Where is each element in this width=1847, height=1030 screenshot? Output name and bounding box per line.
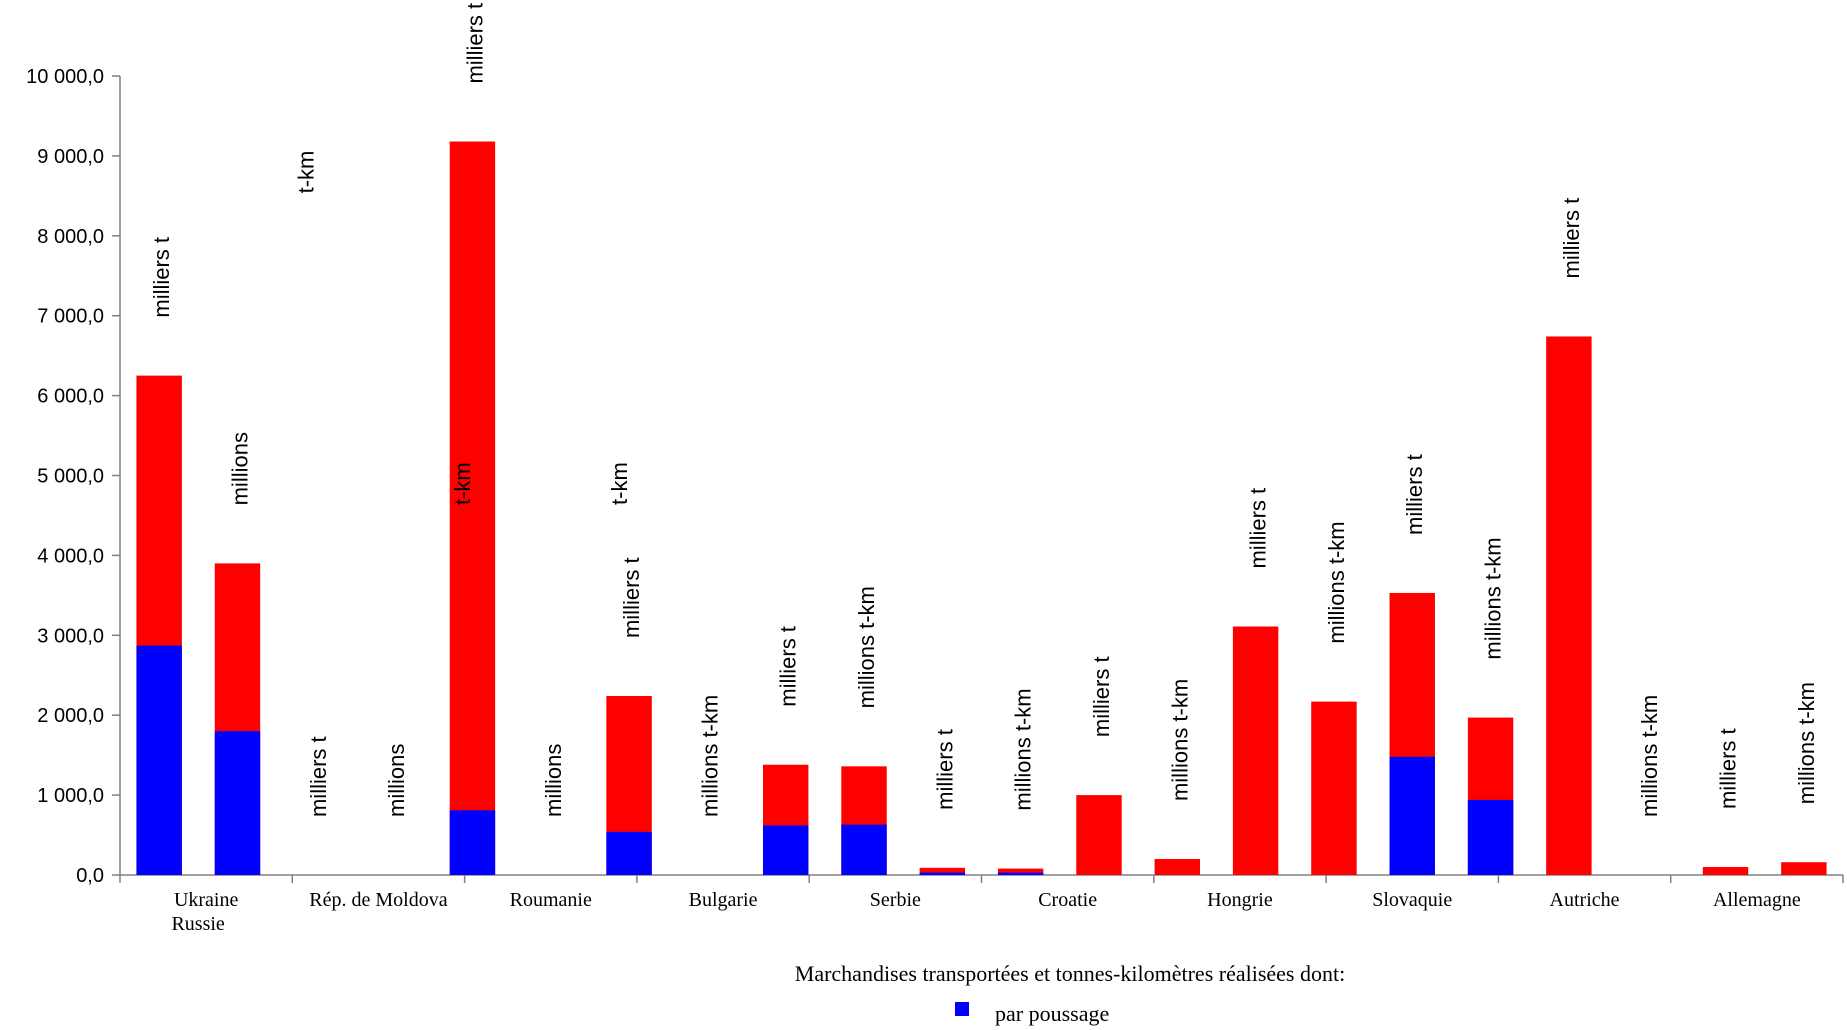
bar-poussage [136,645,182,875]
category-label: Autriche [1550,889,1620,911]
bar-label: milliers t [462,3,487,84]
bar-total [1154,859,1201,875]
bar-label-unit: t-km [293,151,318,194]
bar-label: milliers t [619,557,644,638]
bar-poussage [997,872,1044,875]
bar-total [1076,795,1122,875]
category-label: Serbie [870,889,921,911]
legend-swatch-par-poussage [955,1002,969,1016]
bar-poussage [1389,756,1435,875]
y-axis: 0,0 1 000,0 2 000,0 3 000,0 4 000,0 5 000,0 6 … [26,66,121,887]
bar-poussage [919,872,966,875]
bar-label: millions t-km [1167,679,1192,801]
bar-label: millions [384,744,409,817]
bar-poussage [1467,799,1514,875]
bar-label: milliers t [1246,488,1271,569]
category-label: Roumanie [510,889,592,911]
bar-label: millions t-km [1637,695,1662,817]
bar-label: millions [541,744,566,817]
legend: Marchandises transportées et tonnes-kilo… [795,961,1345,1026]
bar-label: milliers t [1089,656,1114,737]
bar-label: milliers t [1716,728,1741,809]
legend-label-par-poussage: par poussage [995,1001,1109,1026]
bar-poussage [762,825,809,875]
category-label: Slovaquie [1372,889,1452,911]
category-label: Rép. de Moldova [309,889,447,911]
y-tick-label: 3 000,0 [37,625,104,647]
bar-label: millions t-km [1324,521,1349,643]
bar-labels: milliers t millions t-km milliers t millions… [149,3,1819,817]
bar-total [449,141,496,875]
bar-total [1311,701,1357,875]
bar-poussage [841,824,887,875]
bar-label: millions t-km [854,586,879,708]
y-tick-label: 8 000,0 [37,226,104,248]
bar-label: milliers t [1559,198,1584,279]
y-tick-label: 1 000,0 [37,785,104,807]
category-label: Ukraine [174,889,239,911]
bars [136,141,1827,875]
bar-poussage [606,831,652,875]
bar-label: milliers t [1402,454,1427,535]
y-tick-label: 0,0 [76,865,104,887]
bar-poussage [214,731,261,875]
y-tick-label: 9 000,0 [37,146,104,168]
category-label-secondary: Russie [171,913,224,935]
bar-label: millions t-km [697,695,722,817]
y-tick-label: 7 000,0 [37,306,104,328]
bar-label-unit: t-km [607,462,632,505]
y-tick-label: 10 000,0 [26,66,104,88]
x-axis [119,874,1844,883]
category-label: Croatie [1038,889,1097,911]
y-tick-label: 6 000,0 [37,386,104,408]
bar-label: milliers t [932,729,957,810]
bar-poussage [449,810,496,875]
category-label: Allemagne [1713,889,1801,911]
bar-label: millions [227,432,252,505]
bar-label: millions t-km [1011,688,1036,810]
bar-label: millions t-km [1794,682,1819,804]
y-tick-label: 4 000,0 [37,545,104,567]
y-tick-label: 5 000,0 [37,466,104,488]
bar-label-unit: t-km [450,462,475,505]
bar-label: millions t-km [1481,537,1506,659]
category-label: Hongrie [1207,889,1273,911]
y-tick-label: 2 000,0 [37,705,104,727]
bar-label: milliers t [306,736,331,817]
bar-total [1546,336,1592,875]
bar-total [1781,862,1827,875]
bar-total [1702,867,1749,875]
bar-total [919,867,966,875]
legend-title: Marchandises transportées et tonnes-kilo… [795,961,1345,986]
bar-total [997,868,1044,875]
category-label: Bulgarie [689,889,758,911]
bar-total [1232,626,1279,875]
bar-label: milliers t [149,237,174,318]
bar-label: milliers t [776,626,801,707]
